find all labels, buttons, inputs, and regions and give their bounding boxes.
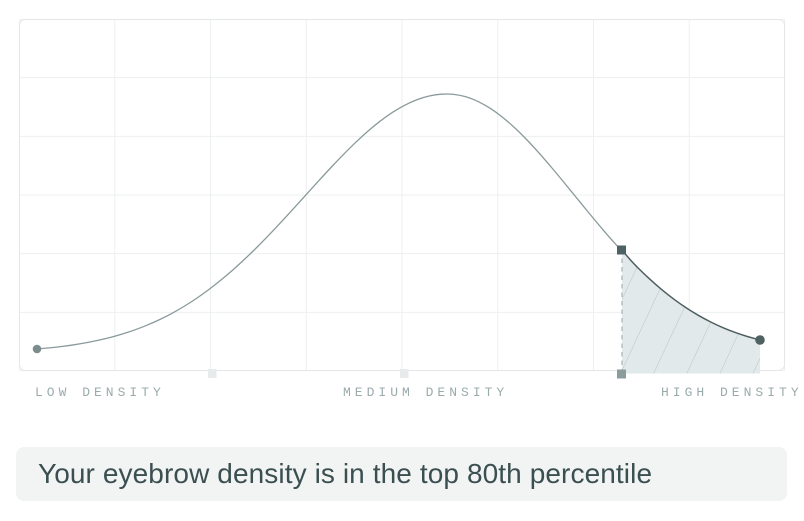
svg-text:HIGH DENSITY: HIGH DENSITY [661, 385, 803, 400]
svg-text:MEDIUM DENSITY: MEDIUM DENSITY [343, 385, 508, 400]
svg-text:LOW DENSITY: LOW DENSITY [35, 385, 165, 400]
